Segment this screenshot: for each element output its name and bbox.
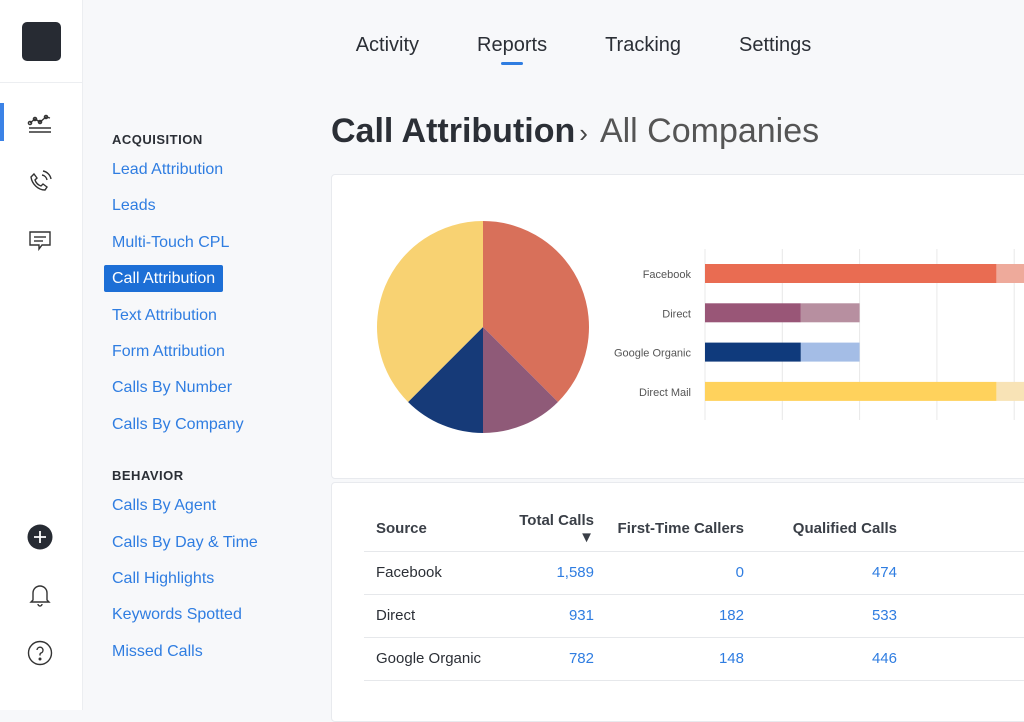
messages-icon[interactable] (26, 226, 54, 254)
sidebar-item-leads[interactable]: Leads (112, 197, 156, 215)
pie-slice (377, 221, 483, 402)
col-source[interactable]: Source (364, 507, 494, 552)
sidebar-item-form-attribution[interactable]: Form Attribution (112, 342, 225, 360)
sidebar-item-calls-by-number[interactable]: Calls By Number (112, 379, 233, 397)
charts-svg: Facebook Direct Google Organic Direct Mail (377, 221, 1024, 433)
sidebar-item-label: Call Attribution (104, 265, 224, 293)
col-total-calls[interactable]: Total Calls ▼ (494, 507, 594, 552)
phone-calls-icon[interactable] (26, 168, 54, 196)
icon-rail (0, 0, 83, 710)
col-first-time-callers[interactable]: First-Time Callers (594, 507, 744, 552)
col-empty (897, 507, 1024, 552)
bar-segment (705, 264, 997, 283)
sidebar-item-missed-calls[interactable]: Missed Calls (112, 642, 203, 660)
cell-value[interactable]: 182 (594, 594, 744, 638)
bell-icon[interactable] (26, 581, 54, 609)
bar-segment (996, 264, 1024, 283)
col-qualified-calls[interactable]: Qualified Calls (744, 507, 897, 552)
nav-settings[interactable]: Settings (739, 34, 812, 56)
sidebar-item-calls-by-company[interactable]: Calls By Company (112, 415, 244, 433)
bar-label: Facebook (643, 269, 692, 281)
section-heading-behavior: BEHAVIOR (112, 468, 184, 484)
cell-value[interactable]: 474 (744, 551, 897, 595)
table-row: Direct 931 182 533 (364, 594, 1024, 638)
cell-source: Direct (364, 594, 494, 638)
report-name: Call Attribution (331, 112, 576, 150)
nav-tracking[interactable]: Tracking (605, 34, 682, 56)
top-navigation: Activity Reports Tracking Settings (83, 0, 1024, 90)
company-selector[interactable]: All Companies (599, 112, 820, 150)
cell-source: Google Organic (364, 637, 494, 681)
bar-segment (705, 381, 997, 401)
bar-segment (705, 303, 801, 323)
cell-value[interactable]: 782 (494, 637, 594, 681)
table-row: Facebook 1,589 0 474 (364, 551, 1024, 595)
table-card: Source Total Calls ▼ First-Time Callers … (331, 482, 1024, 722)
reports-icon[interactable] (26, 110, 54, 138)
sidebar-item-multi-touch-cpl[interactable]: Multi-Touch CPL (112, 233, 230, 251)
breadcrumb-separator: › (579, 118, 588, 148)
sidebar-item-keywords-spotted[interactable]: Keywords Spotted (112, 606, 242, 624)
table-row: Google Organic 782 148 446 (364, 637, 1024, 681)
nav-reports[interactable]: Reports (477, 0, 547, 90)
cell-empty (897, 637, 1024, 681)
pie-slice (408, 327, 483, 433)
app-logo[interactable] (22, 22, 61, 61)
sidebar-item-lead-attribution[interactable]: Lead Attribution (112, 161, 224, 178)
cell-empty (897, 594, 1024, 638)
page-title: Call Attribution › All Companies (331, 112, 819, 151)
cell-value[interactable]: 1,589 (494, 551, 594, 595)
chart-card: Facebook Direct Google Organic Direct Mail (331, 174, 1024, 479)
active-indicator (0, 103, 4, 141)
bar-segment (996, 381, 1024, 401)
cell-value[interactable]: 148 (594, 637, 744, 681)
report-sidebar: ACQUISITION Lead Attribution Leads Multi… (104, 132, 324, 673)
bar-label: Direct (662, 308, 691, 320)
cell-value[interactable]: 533 (744, 594, 897, 638)
bar-label: Direct Mail (639, 387, 691, 399)
cell-value[interactable]: 446 (744, 637, 897, 681)
cell-value[interactable]: 931 (494, 594, 594, 638)
pie-slice (483, 221, 589, 402)
add-icon[interactable] (26, 523, 54, 551)
sidebar-item-call-highlights[interactable]: Call Highlights (112, 569, 215, 587)
sidebar-item-text-attribution[interactable]: Text Attribution (112, 306, 217, 324)
sidebar-item-calls-by-day-time[interactable]: Calls By Day & Time (112, 533, 258, 551)
cell-empty (897, 551, 1024, 595)
cell-value[interactable]: 0 (594, 551, 744, 595)
bar-label: Google Organic (614, 348, 692, 360)
cell-source: Facebook (364, 551, 494, 595)
divider (0, 82, 83, 83)
sidebar-item-call-attribution[interactable]: Call Attribution (104, 264, 324, 300)
nav-activity[interactable]: Activity (355, 34, 420, 56)
bar-segment (800, 303, 860, 323)
help-icon[interactable] (26, 639, 54, 667)
sidebar-item-calls-by-agent[interactable]: Calls By Agent (112, 497, 217, 515)
attribution-table: Source Total Calls ▼ First-Time Callers … (364, 507, 1024, 681)
pie-slice (483, 327, 558, 433)
section-heading-acquisition: ACQUISITION (112, 132, 203, 147)
bar-segment (800, 342, 860, 362)
bar-segment (705, 342, 801, 362)
